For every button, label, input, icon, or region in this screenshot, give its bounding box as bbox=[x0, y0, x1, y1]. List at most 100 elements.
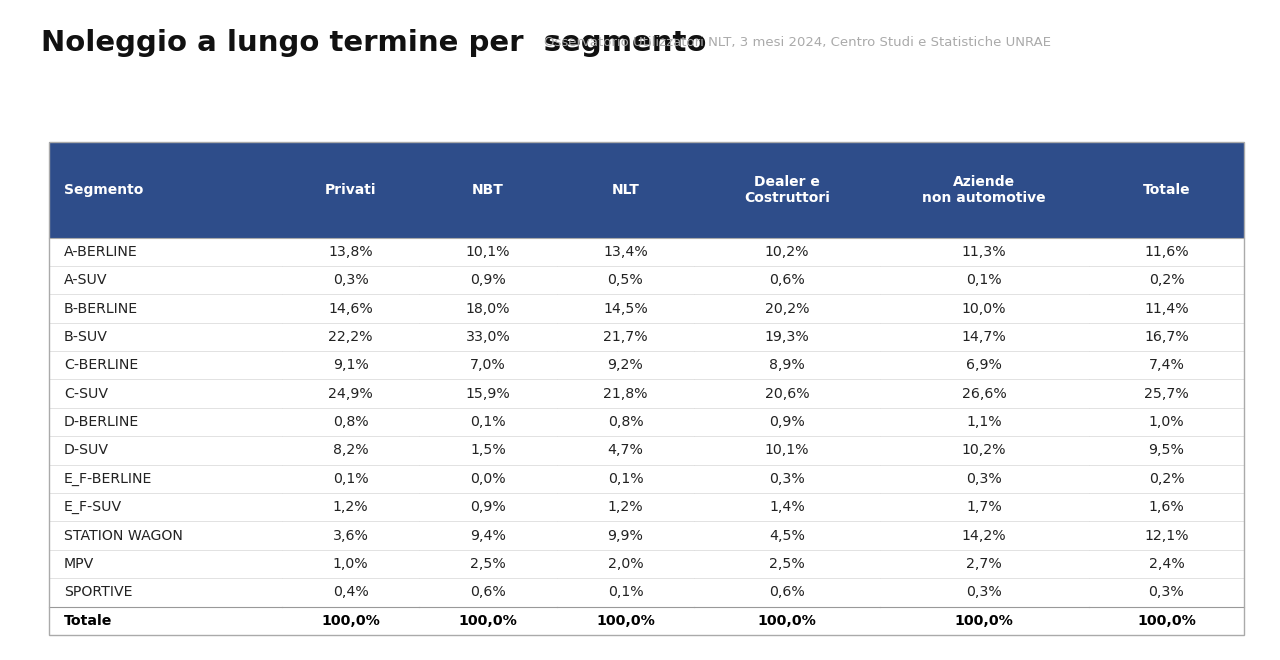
Text: Totale: Totale bbox=[1143, 183, 1190, 197]
Bar bbox=[420, 408, 557, 436]
Bar bbox=[420, 550, 557, 578]
Text: Aziende
non automotive: Aziende non automotive bbox=[923, 175, 1046, 205]
Bar bbox=[1089, 238, 1244, 266]
Text: 100,0%: 100,0% bbox=[1137, 614, 1196, 628]
Bar bbox=[557, 238, 694, 266]
Bar bbox=[694, 607, 879, 635]
Bar bbox=[879, 550, 1089, 578]
Text: 11,4%: 11,4% bbox=[1144, 302, 1189, 315]
Text: 0,1%: 0,1% bbox=[608, 472, 644, 486]
Text: 0,5%: 0,5% bbox=[608, 273, 644, 287]
Bar bbox=[420, 351, 557, 379]
Bar bbox=[420, 493, 557, 521]
Text: NLT: NLT bbox=[612, 183, 640, 197]
Text: 100,0%: 100,0% bbox=[955, 614, 1014, 628]
Bar bbox=[557, 323, 694, 351]
Bar bbox=[879, 294, 1089, 323]
Bar bbox=[557, 493, 694, 521]
Text: 1,2%: 1,2% bbox=[608, 500, 644, 514]
Bar bbox=[282, 351, 420, 379]
Text: 0,8%: 0,8% bbox=[333, 415, 369, 429]
Bar bbox=[1089, 493, 1244, 521]
Text: 0,0%: 0,0% bbox=[470, 472, 506, 486]
Bar bbox=[49, 550, 282, 578]
Bar bbox=[879, 493, 1089, 521]
Bar bbox=[557, 465, 694, 493]
Bar bbox=[694, 323, 879, 351]
Text: 1,7%: 1,7% bbox=[966, 500, 1002, 514]
Text: 2,4%: 2,4% bbox=[1148, 557, 1184, 571]
Text: 7,0%: 7,0% bbox=[470, 358, 506, 372]
Text: 0,1%: 0,1% bbox=[470, 415, 506, 429]
Text: 9,2%: 9,2% bbox=[608, 358, 644, 372]
Bar bbox=[420, 521, 557, 550]
Text: A-SUV: A-SUV bbox=[64, 273, 108, 287]
Text: 0,6%: 0,6% bbox=[470, 585, 506, 599]
Text: 100,0%: 100,0% bbox=[596, 614, 655, 628]
Text: 0,6%: 0,6% bbox=[769, 585, 805, 599]
Text: 0,1%: 0,1% bbox=[333, 472, 369, 486]
Bar bbox=[420, 294, 557, 323]
Bar bbox=[282, 408, 420, 436]
Bar bbox=[282, 521, 420, 550]
Bar bbox=[1089, 550, 1244, 578]
Text: 0,9%: 0,9% bbox=[470, 273, 506, 287]
Bar bbox=[879, 379, 1089, 408]
Bar bbox=[694, 493, 879, 521]
Bar bbox=[282, 142, 420, 238]
Text: 10,2%: 10,2% bbox=[961, 444, 1006, 457]
Bar bbox=[420, 578, 557, 607]
Bar bbox=[1089, 379, 1244, 408]
Text: 2,5%: 2,5% bbox=[470, 557, 506, 571]
Text: 21,8%: 21,8% bbox=[603, 387, 648, 401]
Text: 8,2%: 8,2% bbox=[333, 444, 369, 457]
Text: 21,7%: 21,7% bbox=[603, 330, 648, 344]
Bar bbox=[49, 323, 282, 351]
Bar bbox=[557, 294, 694, 323]
Bar bbox=[49, 436, 282, 465]
Bar bbox=[557, 142, 694, 238]
Text: 0,3%: 0,3% bbox=[1148, 585, 1184, 599]
Bar bbox=[49, 351, 282, 379]
Bar bbox=[1089, 607, 1244, 635]
Bar bbox=[282, 266, 420, 294]
Bar bbox=[420, 607, 557, 635]
Bar bbox=[49, 465, 282, 493]
Text: 14,6%: 14,6% bbox=[328, 302, 372, 315]
Text: 13,4%: 13,4% bbox=[603, 245, 648, 259]
Bar bbox=[420, 266, 557, 294]
Text: 2,5%: 2,5% bbox=[769, 557, 805, 571]
Text: 19,3%: 19,3% bbox=[764, 330, 809, 344]
Bar bbox=[420, 379, 557, 408]
Text: 6,9%: 6,9% bbox=[966, 358, 1002, 372]
Bar bbox=[694, 408, 879, 436]
Bar bbox=[1089, 294, 1244, 323]
Text: E_F-BERLINE: E_F-BERLINE bbox=[64, 472, 152, 486]
Text: 14,7%: 14,7% bbox=[961, 330, 1006, 344]
Bar bbox=[420, 238, 557, 266]
Text: SPORTIVE: SPORTIVE bbox=[64, 585, 133, 599]
Text: Privati: Privati bbox=[325, 183, 376, 197]
Bar bbox=[420, 436, 557, 465]
Bar bbox=[694, 578, 879, 607]
Text: 9,1%: 9,1% bbox=[333, 358, 369, 372]
Text: Dealer e
Costruttori: Dealer e Costruttori bbox=[744, 175, 829, 205]
Bar bbox=[282, 294, 420, 323]
Text: 16,7%: 16,7% bbox=[1144, 330, 1189, 344]
Text: Segmento: Segmento bbox=[64, 183, 143, 197]
Bar bbox=[49, 578, 282, 607]
Text: 1,1%: 1,1% bbox=[966, 415, 1002, 429]
Bar bbox=[694, 436, 879, 465]
Text: 24,9%: 24,9% bbox=[328, 387, 372, 401]
Text: 10,2%: 10,2% bbox=[764, 245, 809, 259]
Bar bbox=[49, 379, 282, 408]
Text: 0,2%: 0,2% bbox=[1148, 273, 1184, 287]
Text: 1,6%: 1,6% bbox=[1148, 500, 1184, 514]
Bar bbox=[694, 351, 879, 379]
Text: 4,5%: 4,5% bbox=[769, 529, 805, 543]
Text: 12,1%: 12,1% bbox=[1144, 529, 1189, 543]
Text: Noleggio a lungo termine per  segmento: Noleggio a lungo termine per segmento bbox=[41, 29, 707, 57]
Text: 0,3%: 0,3% bbox=[333, 273, 369, 287]
Bar bbox=[49, 142, 282, 238]
Bar bbox=[557, 379, 694, 408]
